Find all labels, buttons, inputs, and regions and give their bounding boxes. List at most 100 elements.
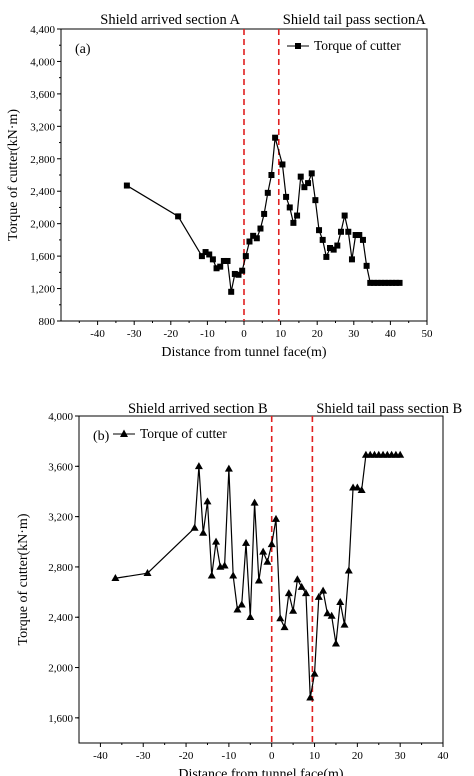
data-point-a-36 — [327, 245, 334, 251]
y-tick-label-a-3: 2,000 — [30, 219, 55, 231]
data-point-b-20 — [267, 540, 276, 548]
data-point-a-12 — [235, 271, 242, 278]
data-point-a-45 — [359, 236, 366, 243]
x-tick-label-b-6: 20 — [352, 750, 364, 762]
data-point-a-16 — [250, 232, 257, 239]
data-point-b-28 — [301, 589, 310, 597]
data-point-a-37 — [330, 246, 337, 253]
data-point-b-37 — [340, 620, 349, 628]
data-point-a-46 — [363, 262, 370, 269]
series-line-b — [115, 454, 401, 698]
data-point-a-14 — [242, 253, 249, 260]
series-line-a — [126, 137, 400, 292]
legend-b: Torque of cutter — [113, 426, 227, 441]
data-point-a-55 — [396, 279, 403, 286]
x-tick-label-b-4: 0 — [269, 750, 275, 762]
x-tick-label-a-0: -40 — [90, 328, 105, 340]
data-point-a-13 — [239, 267, 246, 274]
data-point-b-36 — [336, 597, 345, 605]
y-tick-label-a-9: 4,400 — [30, 24, 55, 36]
data-point-a-49 — [374, 279, 381, 286]
data-point-a-24 — [283, 193, 290, 200]
x-tick-label-a-2: -20 — [163, 328, 178, 340]
data-point-a-11 — [231, 270, 238, 277]
x-tick-label-b-1: -30 — [136, 750, 151, 762]
y-tick-label-a-0: 800 — [39, 316, 56, 328]
x-tick-label-b-5: 10 — [309, 750, 321, 762]
y-tick-label-a-6: 3,200 — [30, 121, 55, 133]
data-point-a-8 — [220, 257, 227, 264]
data-point-a-27 — [294, 212, 301, 219]
data-point-b-6 — [207, 571, 216, 579]
data-point-b-25 — [289, 606, 298, 614]
data-point-b-27 — [297, 582, 306, 590]
data-point-b-26 — [293, 575, 302, 583]
x-tick-label-a-8: 40 — [385, 328, 397, 340]
annotation-shield-tail-a: Shield tail pass sectionA — [283, 12, 426, 28]
data-point-b-35 — [331, 639, 340, 647]
y-tick-label-b-6: 4,000 — [48, 411, 73, 423]
data-point-a-52 — [385, 279, 392, 286]
y-tick-label-a-5: 2,800 — [30, 154, 55, 166]
data-point-a-44 — [356, 232, 363, 239]
data-point-b-17 — [254, 576, 263, 584]
series-a — [123, 134, 403, 295]
legend-marker-a — [295, 43, 301, 49]
data-point-b-5 — [203, 497, 212, 505]
x-axis-label-b: Distance from tunnel face(m) — [178, 767, 344, 776]
y-tick-label-a-4: 2,400 — [30, 186, 55, 198]
y-tick-label-a-1: 1,200 — [30, 284, 55, 296]
data-point-a-9 — [224, 257, 231, 264]
ticks-a: -40 -30 -20 -10 0 10 20 30 40 50 800 1,200 1,600 2,00… — [30, 24, 433, 340]
data-point-a-42 — [348, 256, 355, 263]
data-point-b-24 — [284, 589, 293, 597]
legend-label-b: Torque of cutter — [140, 426, 227, 441]
data-point-b-31 — [314, 592, 323, 600]
data-point-b-15 — [246, 613, 255, 621]
x-tick-label-b-2: -20 — [179, 750, 194, 762]
data-point-a-32 — [312, 197, 319, 204]
data-point-b-29 — [306, 693, 315, 701]
data-point-a-39 — [337, 228, 344, 235]
data-point-a-3 — [202, 249, 209, 256]
y-axis-label-b: Torque of cutter(kN·m) — [16, 513, 31, 645]
data-point-a-6 — [213, 265, 220, 272]
data-point-a-21 — [268, 172, 275, 178]
x-tick-label-b-3: -10 — [222, 750, 237, 762]
data-point-a-4 — [206, 251, 213, 258]
y-tick-label-b-1: 2,000 — [48, 663, 73, 675]
data-point-a-0 — [123, 182, 130, 189]
data-point-a-35 — [323, 253, 330, 260]
data-point-a-38 — [334, 242, 341, 249]
data-point-b-21 — [271, 514, 280, 522]
data-point-b-50 — [396, 450, 405, 458]
data-point-b-16 — [250, 498, 259, 506]
data-point-a-47 — [367, 279, 374, 286]
data-point-a-15 — [246, 238, 253, 245]
annotation-shield-arrived-a: Shield arrived section A — [100, 12, 240, 28]
data-point-b-3 — [194, 462, 203, 470]
data-point-a-1 — [175, 213, 182, 220]
data-point-a-43 — [352, 232, 359, 239]
annotation-shield-arrived-b: Shield arrived section B — [128, 401, 268, 417]
y-tick-label-a-7: 3,600 — [30, 89, 55, 101]
data-point-a-22 — [272, 134, 279, 141]
reference-lines-b — [270, 416, 314, 743]
x-tick-label-b-7: 30 — [395, 750, 407, 762]
data-point-a-19 — [261, 210, 268, 217]
data-point-b-0 — [111, 574, 120, 582]
data-point-b-18 — [259, 547, 268, 555]
y-tick-label-b-2: 2,400 — [48, 612, 73, 624]
x-tick-label-a-6: 20 — [312, 328, 324, 340]
data-point-b-14 — [242, 538, 251, 546]
data-point-b-13 — [237, 600, 246, 608]
data-point-b-38 — [344, 566, 353, 574]
data-point-b-40 — [353, 483, 362, 491]
data-point-a-53 — [389, 279, 396, 286]
data-point-b-41 — [357, 486, 366, 494]
panel-label-a: (a) — [75, 42, 91, 57]
plot-frame-b — [78, 415, 444, 744]
chart-panel-b: -40 -30 -20 -10 0 10 20 30 40 1,600 2,000 2,400 2,80… — [16, 401, 462, 776]
data-point-a-50 — [378, 279, 385, 286]
